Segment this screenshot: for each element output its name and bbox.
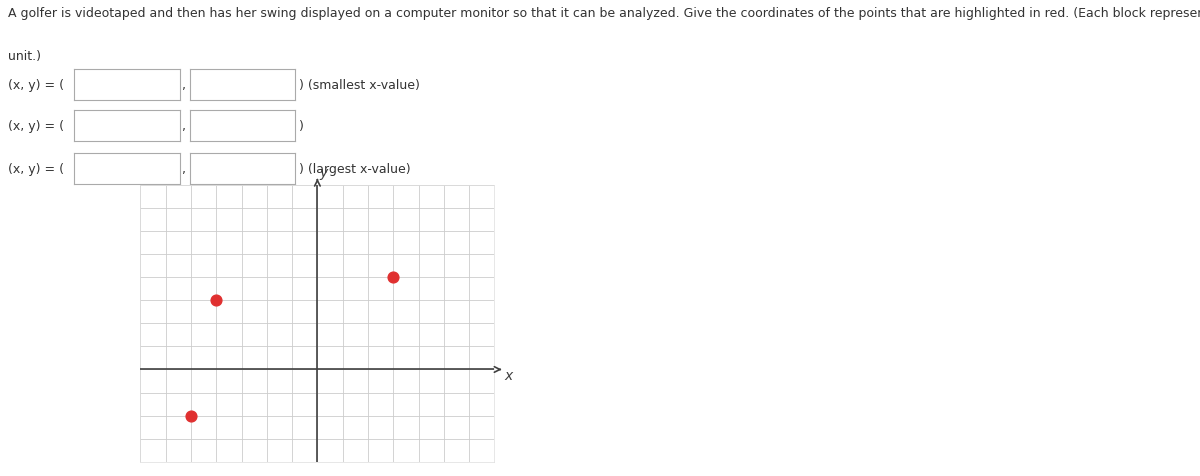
Text: (x, y) = (: (x, y) = ( bbox=[8, 79, 65, 92]
Text: (x, y) = (: (x, y) = ( bbox=[8, 162, 65, 176]
Text: (x, y) = (: (x, y) = ( bbox=[8, 119, 65, 133]
Text: x: x bbox=[504, 368, 512, 382]
Text: ,: , bbox=[182, 119, 186, 133]
Point bbox=[181, 412, 200, 419]
Text: y: y bbox=[319, 166, 328, 180]
Point bbox=[206, 297, 226, 305]
Text: unit.): unit.) bbox=[8, 50, 41, 63]
Text: ): ) bbox=[299, 119, 304, 133]
Text: ) (largest x-value): ) (largest x-value) bbox=[299, 162, 410, 176]
Text: ,: , bbox=[182, 79, 186, 92]
Point bbox=[384, 274, 403, 281]
Text: ) (smallest x-value): ) (smallest x-value) bbox=[299, 79, 420, 92]
Text: A golfer is videotaped and then has her swing displayed on a computer monitor so: A golfer is videotaped and then has her … bbox=[8, 7, 1200, 20]
Text: ,: , bbox=[182, 162, 186, 176]
